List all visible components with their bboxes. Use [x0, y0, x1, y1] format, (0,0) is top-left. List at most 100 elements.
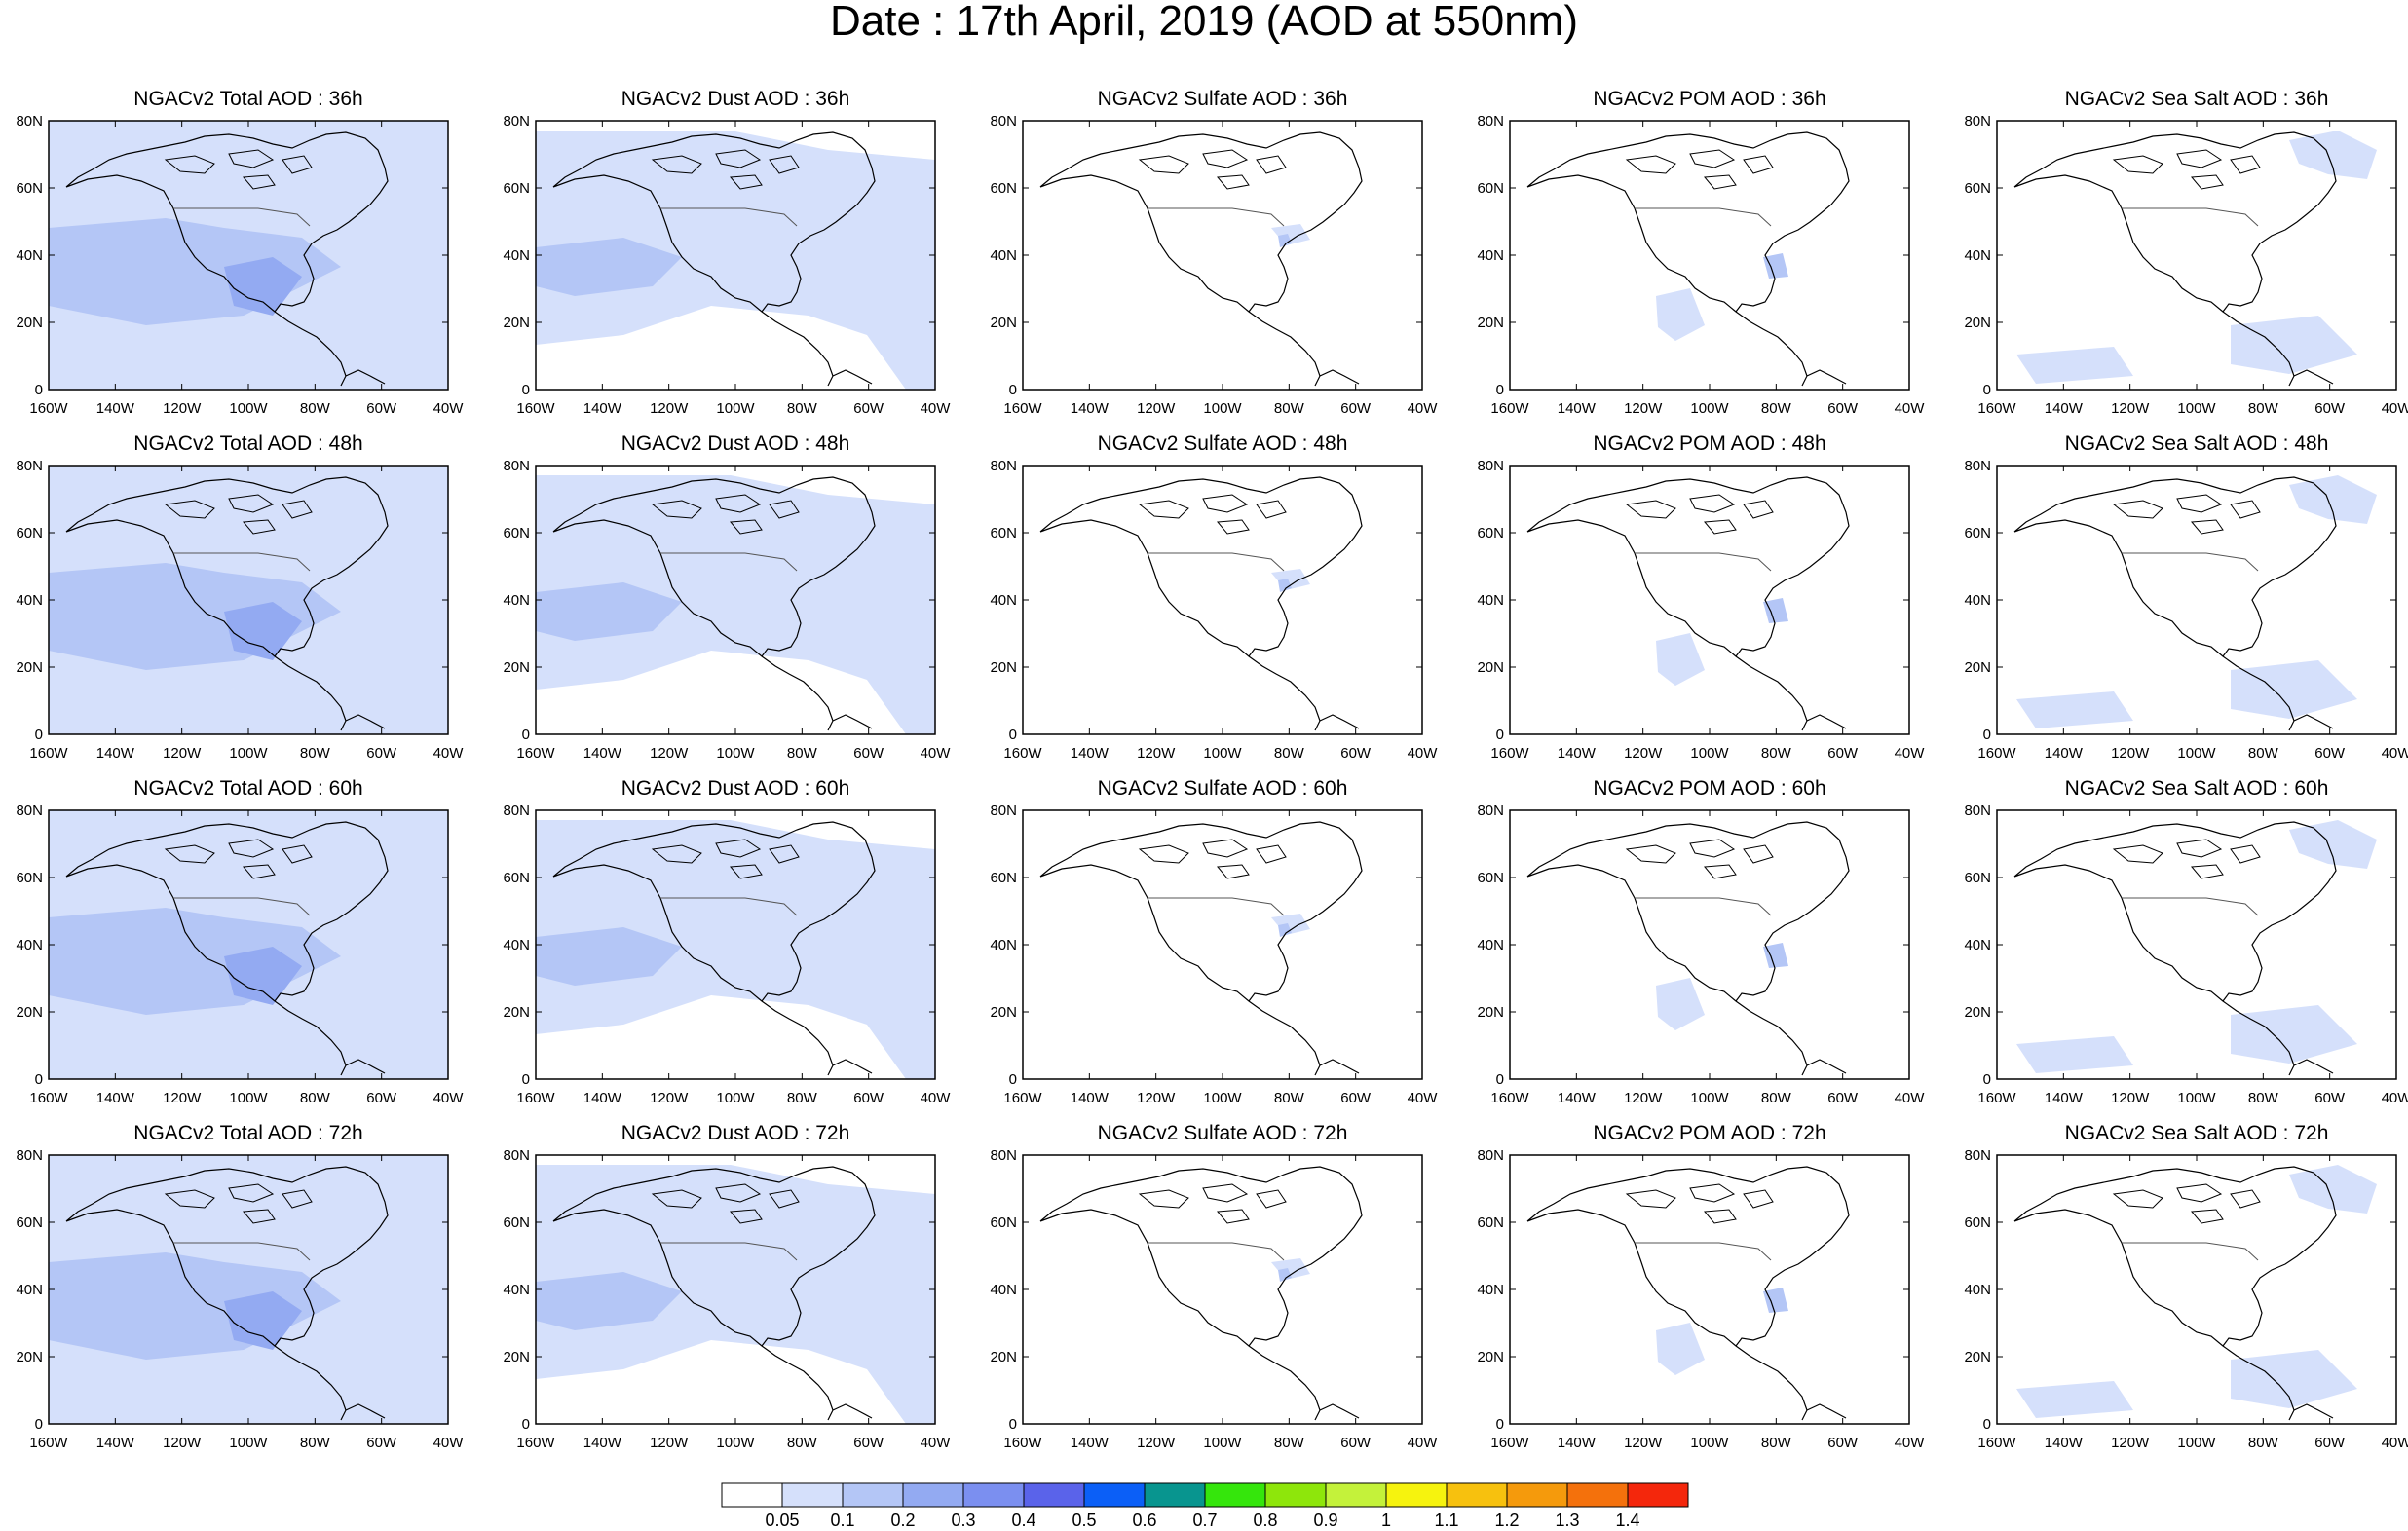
- panel-title: NGACv2 POM AOD : 48h: [1593, 432, 1826, 455]
- y-tick-label: 60N: [1477, 1214, 1504, 1231]
- border-line: [2122, 1242, 2259, 1261]
- aod-shading: [1278, 923, 1292, 937]
- y-tick-label: 0: [1983, 382, 1991, 398]
- panel-title: NGACv2 Dust AOD : 48h: [621, 432, 850, 455]
- arctic-islands: [1625, 1183, 1774, 1224]
- x-tick-label: 80W: [300, 1090, 331, 1106]
- aod-shading: [536, 475, 935, 734]
- aod-shading: [1763, 943, 1788, 968]
- map-panel-total-72h: NGACv2 Total AOD : 72h 80N 60N 40N 20N 0 160W 1…: [0, 1122, 468, 1464]
- x-tick-label: 160W: [29, 400, 68, 417]
- colorbar-label: 0.1: [830, 1511, 854, 1530]
- panel-title: NGACv2 Total AOD : 48h: [133, 432, 363, 455]
- aod-shading: [1656, 978, 1705, 1030]
- y-tick-label: 40N: [503, 937, 530, 953]
- figure-title: Date : 17th April, 2019 (AOD at 550nm): [830, 0, 1578, 45]
- map-plot: 80N 60N 40N 20N 0 160W 140W 120W 100W 80W 60W 40W: [1964, 113, 2408, 417]
- x-tick-label: 120W: [2111, 1090, 2150, 1106]
- map-plot: 80N 60N 40N 20N 0 160W 140W 120W 100W 80W 60W 40W: [1477, 803, 1925, 1106]
- y-tick-label: 0: [522, 382, 530, 398]
- x-tick-label: 160W: [516, 1090, 555, 1106]
- y-tick-label: 20N: [990, 1004, 1017, 1021]
- aod-shading: [536, 238, 682, 296]
- panel-title: NGACv2 Sulfate AOD : 60h: [1097, 777, 1348, 800]
- map-panel-dust-36h: NGACv2 Dust AOD : 36h 80N 60N 40N 20N 0 160W 14…: [487, 88, 955, 429]
- arctic-islands: [651, 494, 800, 535]
- colorbar-label: 0.3: [951, 1511, 975, 1530]
- x-tick-label: 80W: [787, 400, 818, 417]
- x-tick-label: 100W: [1690, 400, 1729, 417]
- colorbar-cell: [1627, 1482, 1689, 1508]
- y-tick-label: 60N: [1477, 870, 1504, 886]
- x-tick-label: 120W: [2111, 400, 2150, 417]
- x-tick-label: 80W: [1761, 400, 1792, 417]
- aod-shading: [2016, 1036, 2133, 1073]
- x-tick-label: 120W: [650, 400, 689, 417]
- y-tick-label: 80N: [990, 803, 1017, 819]
- aod-shading: [536, 131, 935, 390]
- x-tick-label: 40W: [1895, 400, 1926, 417]
- x-tick-label: 80W: [2248, 745, 2279, 762]
- arctic-islands: [164, 494, 313, 535]
- x-tick-label: 160W: [1977, 1090, 2016, 1106]
- x-tick-label: 60W: [853, 400, 884, 417]
- y-tick-label: 80N: [1477, 803, 1504, 819]
- x-tick-label: 100W: [2177, 1435, 2216, 1451]
- aod-shading: [1271, 569, 1310, 590]
- x-tick-label: 160W: [1977, 1435, 2016, 1451]
- border-line: [1635, 1242, 1772, 1261]
- arctic-islands: [2112, 149, 2261, 190]
- x-tick-label: 140W: [1071, 1090, 1110, 1106]
- x-tick-label: 60W: [1827, 745, 1859, 762]
- coastline: [65, 131, 389, 387]
- x-tick-label: 60W: [1827, 1090, 1859, 1106]
- y-tick-label: 20N: [1477, 1004, 1504, 1021]
- x-tick-label: 100W: [1203, 400, 1242, 417]
- aod-shading: [536, 582, 682, 641]
- panel-title: NGACv2 Sea Salt AOD : 72h: [2064, 1122, 2329, 1144]
- aod-shading: [1278, 579, 1292, 592]
- map-plot: 80N 60N 40N 20N 0 160W 140W 120W 100W 80W 60W 40W: [503, 458, 951, 762]
- colorbar-label: 0.7: [1192, 1511, 1217, 1530]
- aod-shading: [536, 1165, 935, 1424]
- aod-shading: [1271, 1258, 1310, 1280]
- y-tick-label: 0: [1009, 1416, 1017, 1433]
- x-tick-label: 100W: [1203, 1435, 1242, 1451]
- colorbar-cell: [721, 1482, 783, 1508]
- map-plot: 80N 60N 40N 20N 0 160W 140W 120W 100W 80W 60W 40W: [1964, 458, 2408, 762]
- y-tick-label: 80N: [1964, 458, 1991, 474]
- border-line: [660, 552, 798, 572]
- x-tick-label: 60W: [2314, 400, 2346, 417]
- map-frame: [1022, 465, 1423, 735]
- map-plot: 80N 60N 40N 20N 0 160W 140W 120W 100W 80W 60W 40W: [1477, 1147, 1925, 1451]
- y-tick-label: 40N: [503, 1282, 530, 1298]
- x-tick-label: 120W: [163, 745, 202, 762]
- x-tick-label: 120W: [650, 1090, 689, 1106]
- x-tick-label: 120W: [1137, 400, 1176, 417]
- y-tick-label: 0: [1009, 382, 1017, 398]
- arctic-islands: [2112, 494, 2261, 535]
- y-tick-label: 40N: [503, 592, 530, 609]
- map-frame: [1509, 120, 1910, 391]
- colorbar-label: 0.5: [1072, 1511, 1096, 1530]
- x-tick-label: 160W: [29, 1090, 68, 1106]
- border-line: [2122, 552, 2259, 572]
- map-panel-sulfate-48h: NGACv2 Sulfate AOD : 48h 80N 60N 40N 20N 0 160…: [974, 432, 1442, 774]
- x-tick-label: 100W: [716, 400, 755, 417]
- x-tick-label: 60W: [853, 1435, 884, 1451]
- map-panel-sea-salt-48h: NGACv2 Sea Salt AOD : 48h 80N 60N 40N 20N 0 16…: [1948, 432, 2408, 774]
- y-tick-label: 20N: [1964, 315, 1991, 331]
- y-tick-label: 60N: [16, 870, 43, 886]
- map-plot: 80N 60N 40N 20N 0 160W 140W 120W 100W 80W 60W 40W: [16, 458, 464, 762]
- x-tick-label: 100W: [2177, 400, 2216, 417]
- x-tick-label: 40W: [1408, 745, 1439, 762]
- y-tick-label: 40N: [16, 937, 43, 953]
- aod-shading: [224, 947, 302, 1005]
- x-tick-label: 160W: [1977, 400, 2016, 417]
- aod-shading: [2016, 1381, 2133, 1418]
- x-tick-label: 140W: [583, 1435, 622, 1451]
- x-tick-label: 80W: [1274, 1435, 1305, 1451]
- y-tick-label: 40N: [1477, 937, 1504, 953]
- map-panel-pom-72h: NGACv2 POM AOD : 72h 80N 60N 40N 20N 0 160W 140…: [1461, 1122, 1929, 1464]
- y-tick-label: 20N: [503, 1004, 530, 1021]
